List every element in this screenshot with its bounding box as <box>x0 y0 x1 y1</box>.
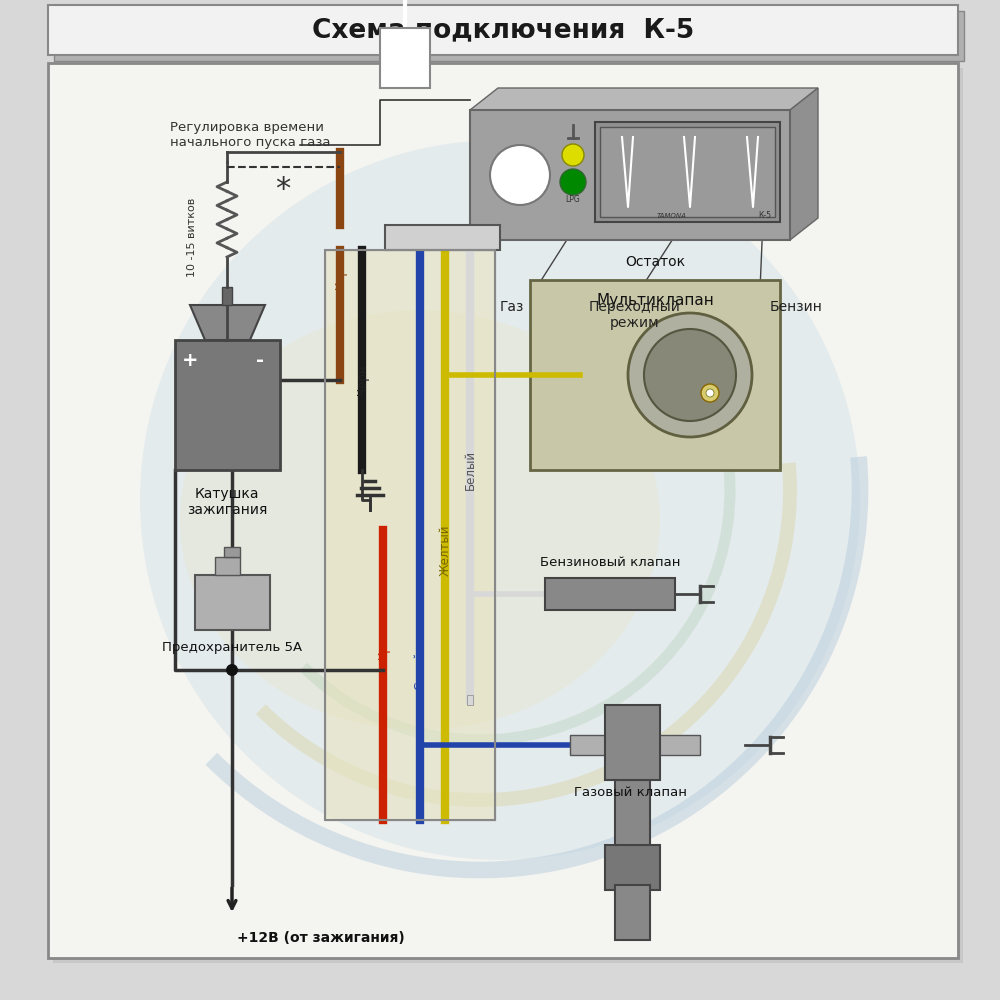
Bar <box>175 340 280 470</box>
Bar <box>54 11 964 61</box>
Circle shape <box>644 329 736 421</box>
Circle shape <box>560 169 586 195</box>
Text: К-5: К-5 <box>759 212 772 221</box>
Text: TAMONA: TAMONA <box>657 213 687 219</box>
Text: Синий: Синий <box>414 650 426 690</box>
Bar <box>48 5 958 55</box>
Text: Красн: Красн <box>376 621 390 659</box>
Text: Бензиновый клапан: Бензиновый клапан <box>540 556 680 568</box>
Bar <box>325 250 495 820</box>
Text: Регулировка времени
начального пуска газа: Регулировка времени начального пуска газ… <box>170 121 330 149</box>
Text: Катушка
зажигания: Катушка зажигания <box>187 487 267 517</box>
Circle shape <box>562 144 584 166</box>
Circle shape <box>701 384 719 402</box>
Text: Переходный
режим: Переходный режим <box>589 300 681 330</box>
Text: Мультиклапан: Мультиклапан <box>596 292 714 308</box>
Bar <box>530 280 780 470</box>
Circle shape <box>706 389 714 397</box>
Text: Газ: Газ <box>500 300 524 314</box>
Text: *: * <box>275 174 291 204</box>
Text: Бензин: Бензин <box>770 300 823 314</box>
Circle shape <box>226 664 238 676</box>
Bar <box>385 225 500 250</box>
Text: Газовый клапан: Газовый клапан <box>574 786 686 798</box>
Bar <box>605 705 660 780</box>
Bar <box>215 557 240 575</box>
Text: LPG: LPG <box>566 196 580 205</box>
Circle shape <box>140 140 860 860</box>
Bar <box>470 110 790 240</box>
Bar <box>467 695 473 705</box>
Text: +: + <box>182 351 198 369</box>
Bar <box>48 63 958 958</box>
Text: Остаток: Остаток <box>625 255 685 269</box>
Text: +12В (от зажигания): +12В (от зажигания) <box>237 931 405 945</box>
Bar <box>605 845 660 890</box>
Circle shape <box>490 145 550 205</box>
Bar <box>325 250 495 820</box>
Bar <box>545 578 675 610</box>
Bar <box>615 780 650 850</box>
Text: Схема подключения  К-5: Схема подключения К-5 <box>312 17 694 43</box>
Text: 10 -15 витков: 10 -15 витков <box>187 197 197 277</box>
Text: Предохранитель 5А: Предохранитель 5А <box>162 642 302 654</box>
Bar <box>380 28 430 88</box>
Bar <box>615 885 650 940</box>
Bar <box>595 122 780 222</box>
Text: Белый: Белый <box>464 450 477 490</box>
Text: Желтый: Желтый <box>438 524 452 576</box>
Polygon shape <box>190 305 265 340</box>
Circle shape <box>628 313 752 437</box>
Bar <box>53 68 963 963</box>
Bar <box>600 127 775 217</box>
Text: Черн: Черн <box>356 365 368 395</box>
Polygon shape <box>470 88 818 110</box>
Polygon shape <box>790 88 818 240</box>
Ellipse shape <box>180 310 660 730</box>
Bar <box>195 575 270 630</box>
Bar <box>222 287 232 305</box>
Bar <box>224 547 240 557</box>
Text: -: - <box>256 351 264 369</box>
Bar <box>570 735 700 755</box>
Text: Корич: Корич <box>334 251 347 289</box>
